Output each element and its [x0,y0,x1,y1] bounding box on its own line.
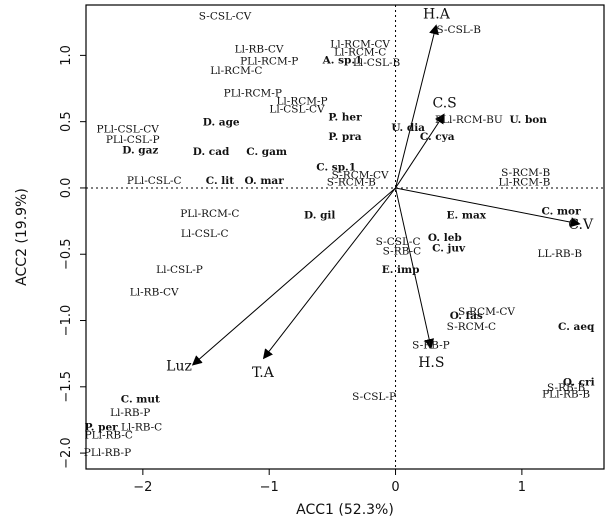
site-label: PLl-RCM-C [180,208,239,220]
site-label: Ll-RCM-C [210,65,262,77]
site-label: S-RB-B [547,382,585,394]
y-tick-label: 0.0 [59,178,74,199]
species-label: C. gam [246,146,287,158]
site-label: S-RCM-CV [332,170,389,182]
env-vector-arrow-luz [191,187,396,366]
y-tick-label: −0.5 [59,238,74,270]
site-label: S-CSL-B [436,24,481,36]
site-label: S-RB-C [383,245,422,257]
site-label: S-CSL-P [352,391,396,403]
plot-frame [85,4,605,470]
site-label: PLl-CSL-CV [97,123,160,135]
species-label: E. imp [382,264,420,276]
site-label: S-RCM-B [327,176,376,188]
site-label: Ll-CSL-P [156,264,203,276]
y-tick-label: 1.0 [59,45,74,66]
site-label: Ll-RCM-B [498,176,550,188]
species-label: D. age [203,117,240,129]
site-label: S-CSL-C [376,236,421,248]
site-label: PLl-RB-C [85,430,133,442]
y-tick-label: 0.5 [59,111,74,132]
env-vector-label: H.A [423,6,451,22]
site-label: Ll-RB-C [121,422,162,434]
site-label: PLl-RB-B [542,388,590,400]
site-label: Ll-RB-CV [235,44,284,56]
site-label: Ll-RB-CV [130,286,179,298]
site-label: PLl-RCM-BU [435,114,503,126]
species-label: C. mut [121,394,160,406]
species-label: D. gil [304,209,335,221]
site-label: Ll-RCM-C [334,46,386,58]
site-label: Ll-CSL-C [181,228,229,240]
site-label: LL-RB-B [537,248,582,260]
species-label: U. bon [509,114,547,126]
species-label: C. aeq [558,321,595,333]
site-label: Ll-CSL-CV [269,103,325,115]
site-label: S-RCM-B [501,167,550,179]
site-label: Ll-RCM-P [276,95,327,107]
env-vector-arrow-c-v [395,187,581,228]
env-vector-arrow-c-s [395,113,445,189]
site-label: PLl-RCM-P [224,87,282,99]
site-label: Ll-RB-P [110,407,150,419]
zero-lines [86,5,604,469]
env-vector-label: T.A [252,365,275,381]
env-vector-label: C.V [568,217,594,233]
species-label: C. lit [206,175,234,187]
species-label: O. leb [428,232,462,244]
y-tick-label: −2.0 [59,437,74,469]
x-axis-title: ACC1 (52.3%) [296,502,394,518]
y-axis-title: ACC2 (19.9%) [14,188,30,286]
env-vector-arrow-h-a [395,24,439,189]
x-tick-label: −1 [260,480,279,495]
species-label: C. cya [420,131,455,143]
species-label: P. pra [328,131,361,143]
species-label: U. dia [391,122,425,134]
x-tick-label: 0 [391,480,399,495]
site-label: PLl-CSL-C [127,175,182,187]
species-label: D. cad [193,146,230,158]
species-label: P. per [85,422,118,434]
env-vector-label: C.S [433,95,457,111]
env-vector-arrow-h-s [395,187,435,349]
site-label: Ll-RCM-CV [330,38,390,50]
species-label: C. sp.1 [316,162,356,174]
x-tick-label: −2 [133,480,152,495]
site-label: S-RCM-CV [458,306,515,318]
site-label: S-RB-P [412,339,450,351]
y-tick-label: −1.0 [59,305,74,337]
env-vector-label: H.S [418,355,444,371]
env-vector-label: Luz [166,359,192,375]
species-label: P. her [328,111,362,123]
y-tick-label: −1.5 [59,371,74,403]
site-label: PLl-RCM-P [240,56,298,68]
species-label: O. fas [450,310,483,322]
site-label: Ll-CSL-B [353,57,401,69]
site-label: S-CSL-CV [199,11,252,23]
species-label: E. max [447,209,487,221]
species-label: C. mor [541,205,581,217]
site-label: PLl-RB-P [84,447,131,459]
species-label: A. sp.1 [322,54,363,66]
x-tick-label: 1 [518,480,526,495]
env-vector-arrow-t-a [262,187,396,360]
point-labels: S-CSL-CVLl-RB-CVPLl-RCM-PLl-RCM-CLl-RCM-… [84,11,595,459]
site-label: S-RCM-C [447,321,496,333]
species-label: O. mar [244,175,284,187]
species-label: O. cri [563,377,595,389]
axes: −2 −1 0 1 −2.0 −1.5 −1.0 −0.5 0.0 0.5 1.0 [59,4,605,495]
site-label: PLl-CSL-P [106,134,160,146]
species-label: C. juv [432,243,466,255]
environmental-vectors: H.A C.S C.V H.S T.A Luz [166,6,594,381]
species-label: D. gaz [122,145,158,157]
